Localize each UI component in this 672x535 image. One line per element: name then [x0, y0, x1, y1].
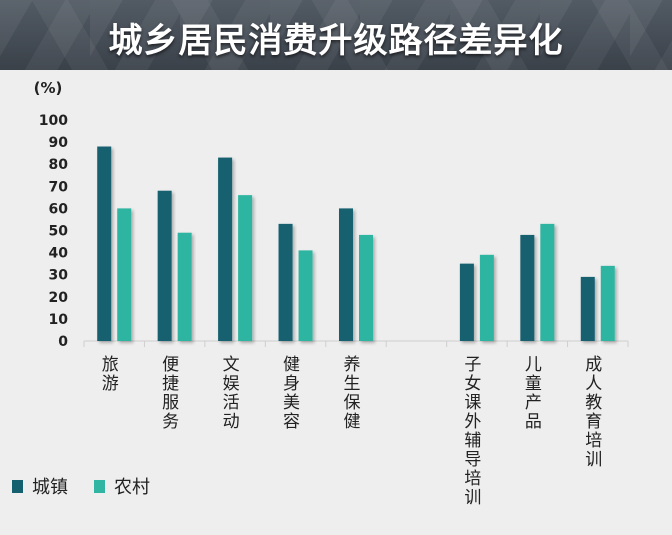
x-tick-label: 子女课外辅导培训 — [464, 355, 481, 508]
y-tick-label: 60 — [49, 201, 69, 217]
x-tick-label: 养生保健 — [344, 355, 361, 432]
bar-urban — [218, 157, 233, 341]
bar-rural — [540, 223, 555, 341]
title-banner: 城乡居民消费升级路径差异化 — [0, 0, 672, 70]
bar-urban — [580, 276, 595, 341]
y-tick-label: 0 — [58, 334, 68, 350]
bar-urban — [459, 263, 474, 341]
bar-rural — [600, 265, 615, 341]
x-tick-label: 文娱活动 — [223, 355, 240, 432]
bar-rural — [117, 208, 132, 341]
legend-swatch — [94, 480, 105, 493]
bar-rural — [359, 234, 373, 341]
x-tick-label: 成人教育培训 — [585, 355, 602, 470]
bar-chart: (%) 0 10 20 30 40 50 60 70 80 90 100 旅游 便捷服务 文娱活动 健身美容… — [12, 79, 629, 508]
bar-urban — [97, 146, 112, 341]
y-tick-label: 20 — [49, 290, 69, 306]
bar-urban — [157, 190, 172, 341]
legend-label: 城镇 — [32, 477, 68, 498]
y-tick-label: 30 — [49, 268, 69, 284]
y-tick-label: 40 — [49, 246, 69, 262]
y-axis-unit-label: (%) — [34, 79, 63, 97]
x-tick-label: 健身美容 — [283, 355, 300, 432]
y-tick-label: 70 — [49, 179, 69, 195]
bar-urban — [520, 234, 535, 341]
x-tick-label: 儿童产品 — [525, 355, 542, 432]
x-tick-label: 便捷服务 — [162, 355, 179, 432]
bar-rural — [238, 195, 253, 341]
bar-urban — [278, 223, 293, 341]
y-tick-label: 10 — [49, 312, 69, 328]
legend-swatch — [12, 480, 23, 493]
y-tick-label: 90 — [49, 135, 69, 151]
y-tick-label: 100 — [39, 113, 68, 129]
chart-area: (%) 0 10 20 30 40 50 60 70 80 90 100 旅游 便捷服务 文娱活动 健身美容… — [0, 70, 672, 531]
bar-rural — [298, 250, 313, 341]
bar-rural — [479, 254, 494, 341]
bar-urban — [339, 208, 353, 341]
chart-title: 城乡居民消费升级路径差异化 — [108, 21, 564, 61]
bar-rural — [177, 232, 192, 341]
legend-label: 农村 — [114, 477, 150, 498]
y-tick-label: 80 — [49, 157, 69, 173]
x-tick-label: 旅游 — [102, 355, 119, 394]
y-tick-label: 50 — [49, 224, 69, 240]
